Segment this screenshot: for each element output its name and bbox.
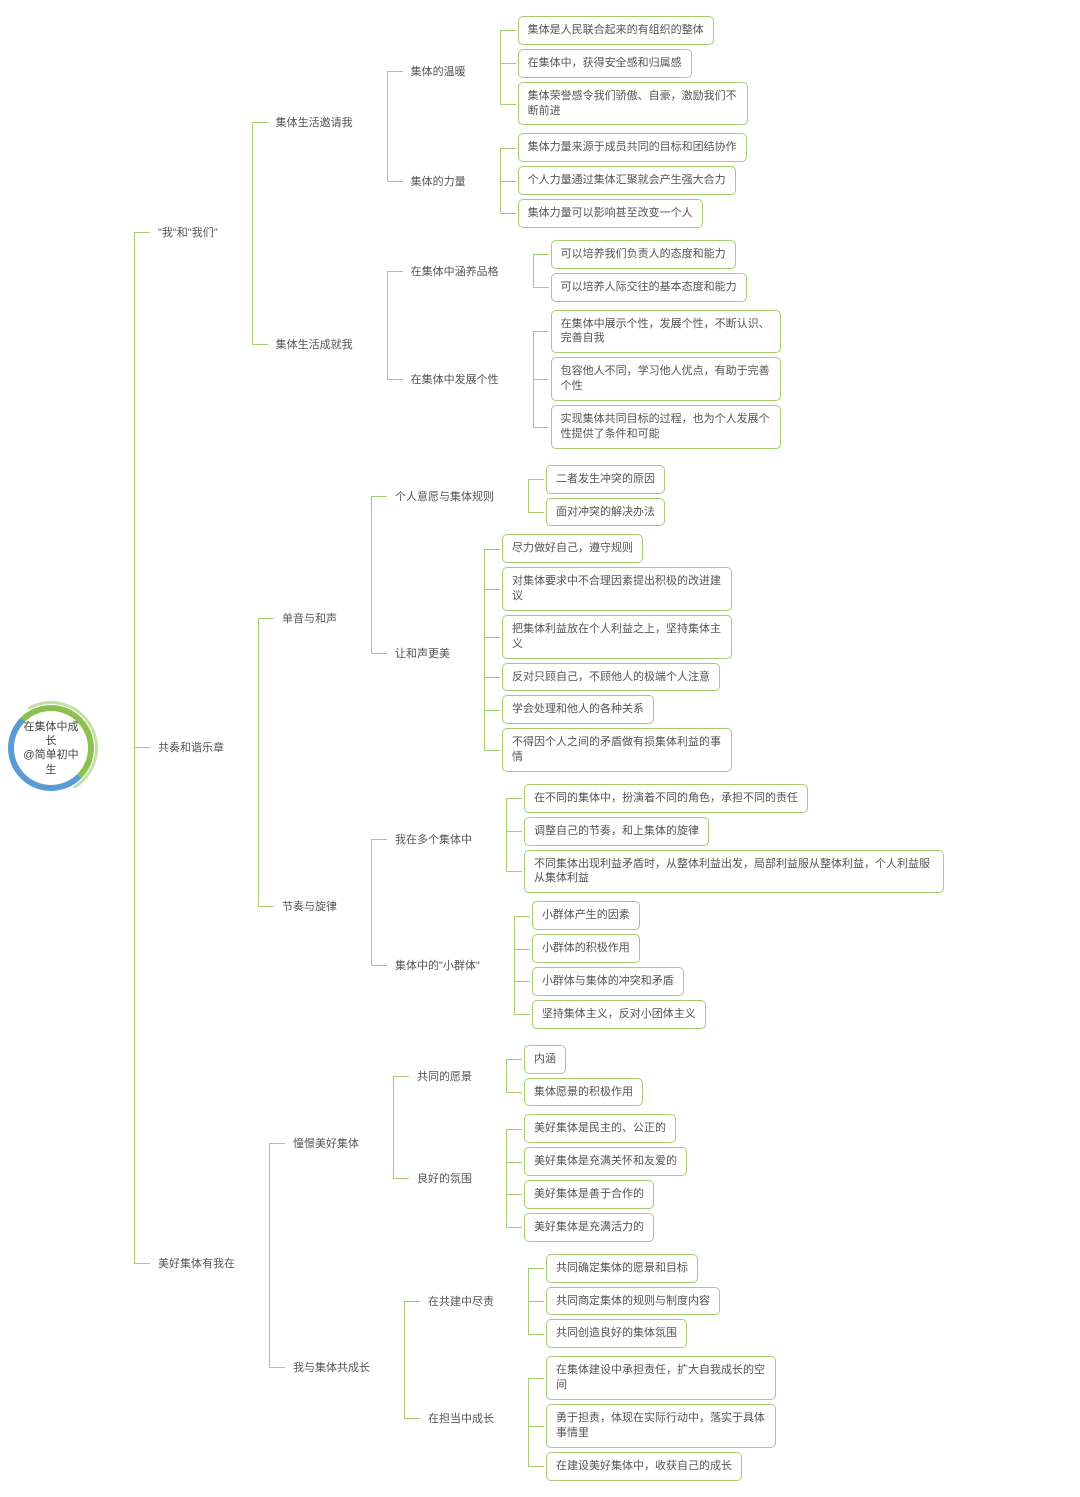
leaf-node[interactable]: 把集体利益放在个人利益之上，坚持集体主义 [502, 615, 732, 659]
leaf-node[interactable]: 小群体与集体的冲突和矛盾 [532, 967, 684, 996]
leaf-node[interactable]: 不同集体出现利益矛盾时，从整体利益出发，局部利益服从整体利益，个人利益服从集体利… [524, 850, 944, 894]
node-label[interactable]: 让和声更美 [389, 642, 456, 664]
node-label[interactable]: 单音与和声 [276, 607, 343, 629]
node-label[interactable]: 我与集体共成长 [287, 1356, 376, 1378]
mindmap-container: 在集体中成长 @简单初中生 "我"和"我们" 集体生活邀请我 集体的温暖 集体是人民联… [8, 8, 1072, 1489]
node-label[interactable]: 在共建中尽责 [422, 1290, 500, 1312]
branch-label[interactable]: 共奏和谐乐章 [152, 736, 230, 758]
leaf-node[interactable]: 美好集体是充满关怀和友爱的 [524, 1147, 687, 1176]
leaf-node[interactable]: 共同确定集体的愿景和目标 [546, 1254, 698, 1283]
leaf-node[interactable]: 在集体中，获得安全感和归属感 [518, 49, 692, 78]
root-title-2: @简单初中生 [20, 748, 82, 777]
leaf-node[interactable]: 实现集体共同目标的过程，也为个人发展个性提供了条件和可能 [551, 405, 781, 449]
leaf-node[interactable]: 小群体产生的因素 [532, 901, 640, 930]
leaf-node[interactable]: 对集体要求中不合理因素提出积极的改进建议 [502, 567, 732, 611]
leaf-node[interactable]: 不得因个人之间的矛盾做有损集体利益的事情 [502, 728, 732, 772]
node-label[interactable]: 集体生活成就我 [270, 333, 359, 355]
node-label[interactable]: 集体的温暖 [405, 60, 472, 82]
leaf-node[interactable]: 在集体中展示个性，发展个性，不断认识、完善自我 [551, 310, 781, 354]
leaf-node[interactable]: 在集体建设中承担责任，扩大自我成长的空间 [546, 1356, 776, 1400]
leaf-node[interactable]: 集体愿景的积极作用 [524, 1078, 643, 1107]
leaf-node[interactable]: 调整自己的节奏，和上集体的旋律 [524, 817, 709, 846]
leaf-node[interactable]: 尽力做好自己，遵守规则 [502, 534, 643, 563]
node-label[interactable]: 集体的力量 [405, 170, 472, 192]
node-label[interactable]: 憧憬美好集体 [287, 1132, 365, 1154]
leaf-node[interactable]: 内涵 [524, 1045, 566, 1074]
root-title-1: 在集体中成长 [20, 720, 82, 749]
leaf-node[interactable]: 在不同的集体中，扮演着不同的角色，承担不同的责任 [524, 784, 808, 813]
node-label[interactable]: 节奏与旋律 [276, 895, 343, 917]
branch-label[interactable]: "我"和"我们" [152, 221, 224, 243]
leaf-node[interactable]: 个人力量通过集体汇聚就会产生强大合力 [518, 166, 736, 195]
leaf-node[interactable]: 共同商定集体的规则与制度内容 [546, 1287, 720, 1316]
leaf-node[interactable]: 美好集体是善于合作的 [524, 1180, 654, 1209]
leaf-node[interactable]: 小群体的积极作用 [532, 934, 640, 963]
node-label[interactable]: 在担当中成长 [422, 1407, 500, 1429]
leaf-node[interactable]: 可以培养我们负责人的态度和能力 [551, 240, 736, 269]
leaf-node[interactable]: 集体荣誉感令我们骄傲、自豪，激励我们不断前进 [518, 82, 748, 126]
leaf-node[interactable]: 包容他人不同，学习他人优点，有助于完善个性 [551, 357, 781, 401]
leaf-node[interactable]: 共同创造良好的集体氛围 [546, 1319, 687, 1348]
node-label[interactable]: 集体中的"小群体" [389, 954, 486, 976]
leaf-node[interactable]: 可以培养人际交往的基本态度和能力 [551, 273, 747, 302]
leaf-node[interactable]: 在建设美好集体中，收获自己的成长 [546, 1452, 742, 1481]
leaf-node[interactable]: 集体是人民联合起来的有组织的整体 [518, 16, 714, 45]
node-label[interactable]: 良好的氛围 [411, 1167, 478, 1189]
leaf-node[interactable]: 集体力量可以影响甚至改变一个人 [518, 199, 703, 228]
node-label[interactable]: 在集体中发展个性 [405, 368, 505, 390]
leaf-node[interactable]: 二者发生冲突的原因 [546, 465, 665, 494]
leaf-node[interactable]: 美好集体是民主的、公正的 [524, 1114, 676, 1143]
node-label[interactable]: 集体生活邀请我 [270, 111, 359, 133]
leaf-node[interactable]: 坚持集体主义，反对小团体主义 [532, 1000, 706, 1029]
leaf-node[interactable]: 集体力量来源于成员共同的目标和团结协作 [518, 133, 747, 162]
leaf-node[interactable]: 反对只顾自己，不顾他人的极端个人注意 [502, 663, 720, 692]
node-label[interactable]: 共同的愿景 [411, 1065, 478, 1087]
branch-label[interactable]: 美好集体有我在 [152, 1252, 241, 1274]
node-label[interactable]: 我在多个集体中 [389, 828, 478, 850]
tree-root: "我"和"我们"集体生活邀请我集体的温暖集体是人民联合起来的有组织的整体在集体中… [94, 8, 944, 1489]
node-label[interactable]: 个人意愿与集体规则 [389, 485, 500, 507]
node-label[interactable]: 在集体中涵养品格 [405, 260, 505, 282]
leaf-node[interactable]: 面对冲突的解决办法 [546, 498, 665, 527]
leaf-node[interactable]: 学会处理和他人的各种关系 [502, 695, 654, 724]
root-node[interactable]: 在集体中成长 @简单初中生 [8, 705, 94, 791]
leaf-node[interactable]: 勇于担责，体现在实际行动中，落实于具体事情里 [546, 1404, 776, 1448]
leaf-node[interactable]: 美好集体是充满活力的 [524, 1213, 654, 1242]
